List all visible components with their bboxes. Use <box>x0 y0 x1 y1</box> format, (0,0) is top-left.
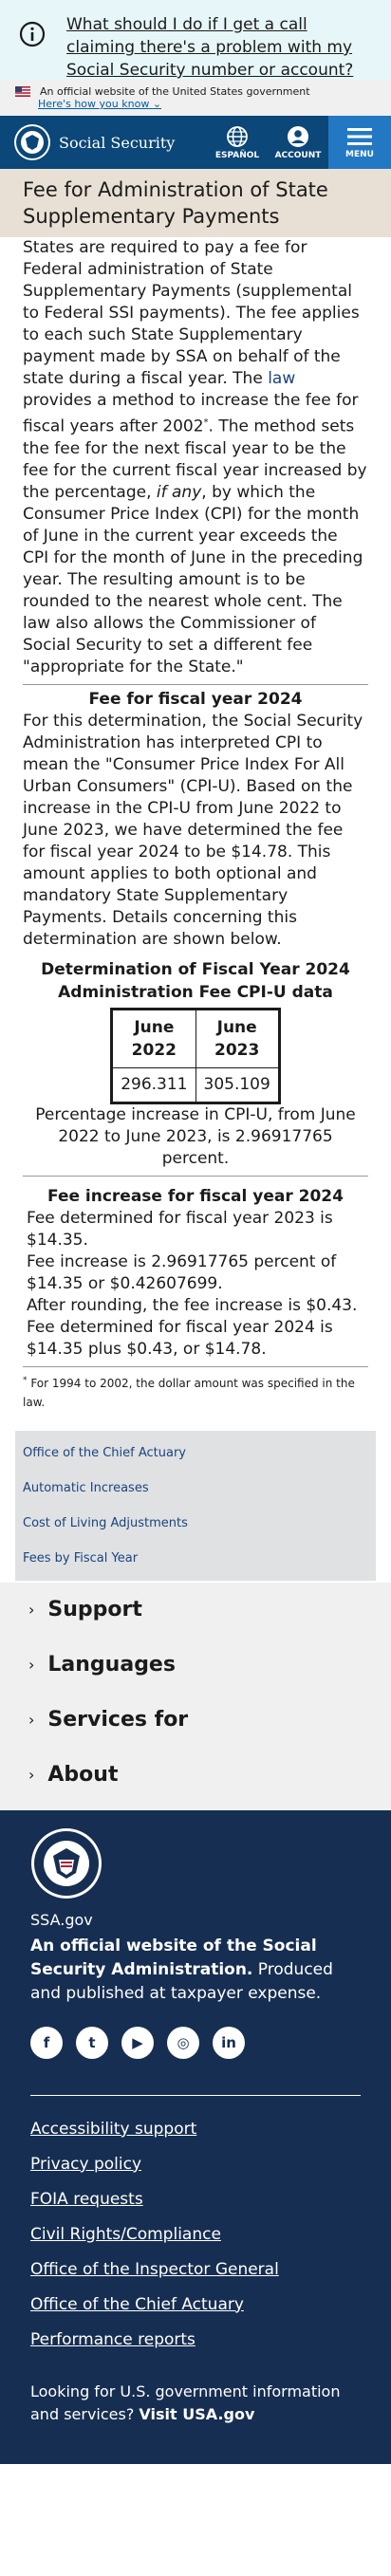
hamburger-icon <box>347 127 372 145</box>
fee-line: After rounding, the fee increase is $0.4… <box>27 1295 358 1315</box>
table-header: June 2023 <box>195 1008 280 1068</box>
twitter-icon[interactable]: t <box>76 2026 108 2059</box>
fiscal-year-paragraph: For this determination, the Social Secur… <box>23 711 363 949</box>
youtube-icon[interactable]: ▶ <box>121 2026 154 2059</box>
table-caption: Determination of Fiscal Year 2024 Admini… <box>41 959 350 1002</box>
fee-line: Fee determined for fiscal year 2023 is $… <box>27 1208 333 1250</box>
home-logo-link[interactable]: Social Security <box>13 123 207 161</box>
related-link-chief-actuary[interactable]: Office of the Chief Actuary <box>23 1445 186 1460</box>
footer-link-inspector-general[interactable]: Office of the Inspector General <box>30 2259 279 2279</box>
chevron-down-icon: ⌄ <box>152 98 162 110</box>
chevron-right-icon: › <box>28 1601 35 1620</box>
espanol-button[interactable]: ESPAÑOL <box>207 116 268 169</box>
us-flag-icon <box>15 86 30 97</box>
footer-link-accessibility[interactable]: Accessibility support <box>30 2119 197 2139</box>
related-links: Office of the Chief Actuary Automatic In… <box>15 1430 376 1581</box>
law-link[interactable]: law <box>268 369 296 388</box>
accordion-about[interactable]: › About <box>0 1748 391 1803</box>
site-name: Social Security <box>59 133 176 152</box>
intro-text-1: States are required to pay a fee for Fed… <box>23 238 360 388</box>
site-header: Social Security ESPAÑOL ACCOUNT MENU <box>0 116 391 169</box>
footnote-text: For 1994 to 2002, the dollar amount was … <box>23 1376 355 1409</box>
heres-how-label: Here's how you know <box>38 98 150 110</box>
intro-paragraph: States are required to pay a fee for Fed… <box>23 237 368 678</box>
table-row: 296.311 305.109 <box>111 1066 280 1103</box>
official-statement: An official website of the Social Securi… <box>30 1935 361 2006</box>
intro-text-2: provides a method to increase the fee fo… <box>23 391 359 436</box>
scam-alert-banner: What should I do if I get a call claimin… <box>0 0 391 80</box>
usa-gov-notice: Looking for U.S. government information … <box>30 2381 361 2426</box>
menu-label: MENU <box>345 149 374 159</box>
footer-link-performance[interactable]: Performance reports <box>30 2329 196 2349</box>
footer-link-foia[interactable]: FOIA requests <box>30 2189 143 2209</box>
instagram-icon[interactable]: ◎ <box>167 2026 199 2059</box>
official-bold: An official website of the Social Securi… <box>30 1936 317 1979</box>
accordion-support[interactable]: › Support <box>0 1583 391 1638</box>
accordion-label: Support <box>47 1598 142 1622</box>
espanol-label: ESPAÑOL <box>214 150 260 160</box>
footer-links: Accessibility support Privacy policy FOI… <box>30 2117 361 2352</box>
fiscal-year-heading: Fee for fiscal year 2024 <box>88 689 303 709</box>
fee-line: Fee increase is 2.96917765 percent of $1… <box>27 1251 337 1293</box>
fee-increase-details: Fee determined for fiscal year 2023 is $… <box>23 1208 368 1361</box>
if-any-text: if any <box>156 482 202 502</box>
heres-how-you-know-toggle[interactable]: Here's how you know ⌄ <box>38 98 161 110</box>
footer-link-chief-actuary[interactable]: Office of the Chief Actuary <box>30 2294 244 2314</box>
divider <box>23 1365 368 1367</box>
cpi-table: June 2022 June 2023 296.311 305.109 <box>110 1007 281 1104</box>
menu-button[interactable]: MENU <box>328 116 391 169</box>
account-icon <box>288 125 308 147</box>
chevron-right-icon: › <box>28 1766 35 1785</box>
usa-gov-text: Looking for U.S. government information … <box>30 2381 341 2423</box>
footer-divider <box>30 2094 361 2096</box>
footer-link-privacy[interactable]: Privacy policy <box>30 2154 141 2174</box>
page-title: Fee for Administration of State Suppleme… <box>23 178 328 228</box>
ssa-seal-icon <box>31 1827 102 1899</box>
scam-alert-link[interactable]: What should I do if I get a call claimin… <box>66 15 354 80</box>
usa-banner-text: An official website of the United States… <box>40 85 310 98</box>
footer-accordion: › Support › Languages › Services for › About <box>0 1582 391 1810</box>
account-button[interactable]: ACCOUNT <box>268 116 328 169</box>
chevron-right-icon: › <box>28 1711 35 1730</box>
intro-text-4: , by which the Consumer Price Index (CPI… <box>23 482 363 676</box>
accordion-services-for[interactable]: › Services for <box>0 1693 391 1748</box>
footnote-marker: * <box>203 417 209 428</box>
related-link-automatic-increases[interactable]: Automatic Increases <box>23 1480 149 1495</box>
table-cell: 296.311 <box>111 1066 196 1103</box>
footer-link-civil-rights[interactable]: Civil Rights/Compliance <box>30 2224 221 2244</box>
intro-text-3: . The method sets the fee for the next f… <box>23 417 367 502</box>
account-label: ACCOUNT <box>274 150 322 160</box>
percentage-increase-text: Percentage increase in CPI-U, from June … <box>35 1104 356 1168</box>
footnote-star: * <box>23 1375 28 1385</box>
main-content: States are required to pay a fee for Fed… <box>0 237 391 1412</box>
social-links: f t ▶ ◎ in <box>30 2026 361 2059</box>
divider <box>23 683 368 685</box>
visit-usa-gov-link[interactable]: Visit USA.gov <box>139 2404 255 2423</box>
linkedin-icon[interactable]: in <box>213 2026 245 2059</box>
accordion-label: Services for <box>47 1708 189 1733</box>
accordion-label: Languages <box>47 1653 176 1677</box>
accordion-languages[interactable]: › Languages <box>0 1638 391 1693</box>
fee-increase-heading: Fee increase for fiscal year 2024 <box>47 1186 344 1206</box>
fee-line: Fee determined for fiscal year 2024 is $… <box>27 1317 333 1359</box>
divider <box>23 1175 368 1177</box>
globe-icon <box>227 125 248 147</box>
footnote: * For 1994 to 2002, the dollar amount wa… <box>23 1371 368 1412</box>
table-cell: 305.109 <box>195 1066 280 1103</box>
official-rest: Produced and published at taxpayer expen… <box>30 1959 333 2003</box>
related-link-fees-by-year[interactable]: Fees by Fiscal Year <box>23 1550 139 1566</box>
facebook-icon[interactable]: f <box>30 2026 63 2059</box>
info-icon <box>19 21 46 47</box>
table-header-row: June 2022 June 2023 <box>111 1008 280 1068</box>
ssa-seal-icon <box>14 124 50 160</box>
accordion-label: About <box>47 1763 119 1788</box>
site-footer: SSA.gov An official website of the Socia… <box>0 1809 391 2464</box>
chevron-right-icon: › <box>28 1656 35 1675</box>
related-link-cola[interactable]: Cost of Living Adjustments <box>23 1515 188 1530</box>
table-header: June 2022 <box>111 1008 196 1068</box>
page-title-bar: Fee for Administration of State Suppleme… <box>0 169 391 237</box>
usa-banner: An official website of the United States… <box>0 80 391 116</box>
footer-site-name: SSA.gov <box>30 1910 93 1929</box>
